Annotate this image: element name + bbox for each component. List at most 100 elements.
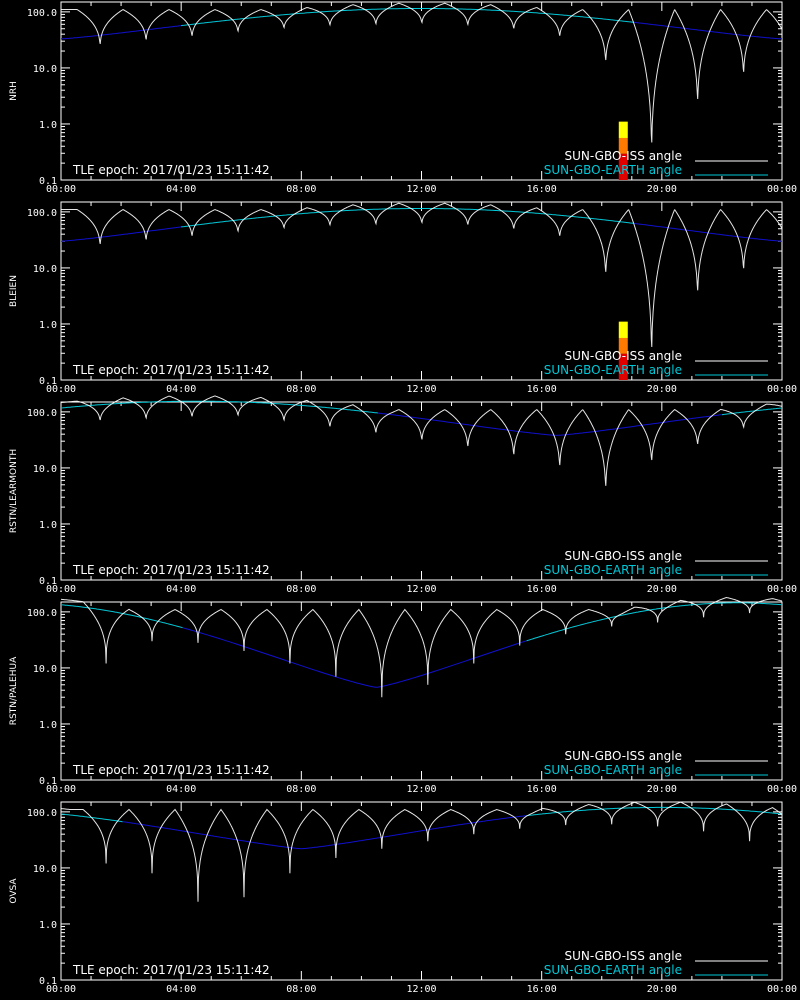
y-tick-label: 10.0 — [33, 664, 57, 675]
legend-iss-label: SUN-GBO-ISS angle — [565, 149, 682, 163]
x-tick-label: 00:00 — [46, 184, 76, 195]
sun-gbo-earth-line — [182, 627, 527, 688]
sun-gbo-earth-line-visible — [526, 602, 783, 642]
legend-iss-label: SUN-GBO-ISS angle — [565, 349, 682, 363]
x-tick-label: 16:00 — [527, 584, 557, 595]
x-tick-label: 20:00 — [647, 984, 677, 995]
panel-ovsa: 0.1 1.0 10.0 100.0 00:00 04:00 08:00 12:00 16:00… — [9, 801, 797, 995]
y-tick-label: 10.0 — [33, 64, 57, 75]
sun-gbo-earth-line — [60, 226, 182, 242]
x-tick-label: 04:00 — [166, 984, 196, 995]
x-tick-label: 12:00 — [406, 784, 436, 795]
sun-gbo-earth-line-visible — [60, 400, 378, 414]
tle-epoch-text: TLE epoch: 2017/01/23 15:11:42 — [72, 363, 270, 377]
y-tick-label: 1.0 — [39, 720, 57, 731]
legend-earth-label: SUN-GBO-EARTH angle — [544, 763, 682, 777]
legend-iss-label: SUN-GBO-ISS angle — [565, 749, 682, 763]
x-tick-label: 04:00 — [166, 184, 196, 195]
x-tick-label: 00:00 — [767, 384, 797, 395]
x-tick-label: 00:00 — [767, 184, 797, 195]
x-tick-label: 00:00 — [767, 984, 797, 995]
x-tick-label: 04:00 — [166, 384, 196, 395]
panel-nrh: 0.1 1.0 10.0 100.0 00:00 04:00 08:00 12:00 16:00… — [9, 1, 797, 195]
y-tick-label: 100.0 — [27, 608, 57, 619]
sun-gbo-earth-line — [633, 21, 783, 40]
x-tick-label: 12:00 — [406, 384, 436, 395]
legend-earth-label: SUN-GBO-EARTH angle — [544, 563, 682, 577]
y-tick-label: 0.1 — [39, 576, 57, 587]
sun-gbo-iss-line — [61, 202, 783, 348]
y-axis-label: RSTN/PALEHUA — [9, 656, 19, 725]
legend-earth-label: SUN-GBO-EARTH angle — [544, 963, 682, 977]
x-tick-label: 00:00 — [46, 384, 76, 395]
tle-epoch-text: TLE epoch: 2017/01/23 15:11:42 — [72, 763, 270, 777]
contact-bar-yellow — [618, 321, 628, 338]
sun-gbo-earth-line-visible — [181, 8, 634, 27]
legend-earth-label: SUN-GBO-EARTH angle — [544, 163, 682, 177]
sun-gbo-earth-line — [60, 25, 182, 40]
x-tick-label: 12:00 — [406, 984, 436, 995]
y-tick-label: 1.0 — [39, 520, 57, 531]
x-tick-label: 00:00 — [46, 584, 76, 595]
x-tick-label: 12:00 — [406, 184, 436, 195]
x-tick-label: 08:00 — [286, 784, 316, 795]
sun-gbo-iss-line — [60, 801, 783, 902]
sun-gbo-iss-line — [60, 395, 783, 486]
y-axis-label: RSTN/LEARMONTH — [9, 449, 19, 533]
panel-rstn-learmonth: 0.1 1.0 10.0 100.0 00:00 04:00 08:00 12:00 16:00… — [9, 395, 797, 595]
x-tick-label: 08:00 — [286, 384, 316, 395]
tle-epoch-text: TLE epoch: 2017/01/23 15:11:42 — [72, 163, 270, 177]
panel-bleien: 0.1 1.0 10.0 100.0 00:00 04:00 08:00 12:00 16:00… — [9, 201, 797, 395]
y-tick-label: 1.0 — [39, 920, 57, 931]
y-tick-label: 10.0 — [33, 264, 57, 275]
legend-earth-label: SUN-GBO-EARTH angle — [544, 363, 682, 377]
contact-bar-red — [618, 353, 628, 380]
tle-epoch-text: TLE epoch: 2017/01/23 15:11:42 — [72, 563, 270, 577]
x-tick-label: 16:00 — [527, 184, 557, 195]
x-tick-label: 00:00 — [46, 784, 76, 795]
tle-epoch-text: TLE epoch: 2017/01/23 15:11:42 — [72, 963, 270, 977]
y-tick-label: 100.0 — [27, 208, 57, 219]
x-tick-label: 16:00 — [527, 384, 557, 395]
y-tick-label: 0.1 — [39, 176, 57, 187]
legend-iss-label: SUN-GBO-ISS angle — [565, 549, 682, 563]
y-axis-label: OVSA — [9, 878, 19, 904]
y-axis-label: NRH — [9, 81, 19, 101]
y-tick-label: 10.0 — [33, 464, 57, 475]
legend-iss-label: SUN-GBO-ISS angle — [565, 949, 682, 963]
sun-gbo-earth-line-visible — [526, 806, 783, 817]
x-tick-label: 08:00 — [286, 184, 316, 195]
x-tick-label: 20:00 — [647, 584, 677, 595]
x-tick-label: 12:00 — [406, 584, 436, 595]
y-axis-label: BLEIEN — [9, 275, 19, 307]
sun-gbo-earth-line — [122, 815, 527, 850]
sun-gbo-earth-line — [377, 412, 722, 436]
sun-gbo-iss-line — [60, 596, 783, 698]
y-tick-label: 0.1 — [39, 976, 57, 987]
x-tick-label: 20:00 — [647, 184, 677, 195]
x-tick-label: 08:00 — [286, 584, 316, 595]
x-tick-label: 04:00 — [166, 784, 196, 795]
sun-gbo-earth-line-visible — [181, 208, 634, 228]
x-tick-label: 20:00 — [647, 784, 677, 795]
y-tick-label: 1.0 — [39, 120, 57, 131]
y-tick-label: 100.0 — [27, 408, 57, 419]
panel-rstn-palehua: 0.1 1.0 10.0 100.0 00:00 04:00 08:00 12:00 16:00… — [9, 596, 797, 795]
y-tick-label: 0.1 — [39, 376, 57, 387]
x-tick-label: 04:00 — [166, 584, 196, 595]
y-tick-label: 100.0 — [27, 8, 57, 19]
y-tick-label: 1.0 — [39, 320, 57, 331]
contact-bar-yellow — [618, 121, 628, 138]
x-tick-label: 16:00 — [527, 984, 557, 995]
contact-bar-orange — [618, 337, 628, 354]
sun-gbo-earth-line-visible — [60, 604, 183, 629]
x-tick-label: 00:00 — [46, 984, 76, 995]
x-tick-label: 20:00 — [647, 384, 677, 395]
y-tick-label: 0.1 — [39, 776, 57, 787]
sun-gbo-iss-line — [61, 2, 783, 143]
sun-gbo-earth-line — [633, 222, 783, 242]
contact-bar-orange — [618, 137, 628, 154]
contact-bar-red — [618, 153, 628, 180]
